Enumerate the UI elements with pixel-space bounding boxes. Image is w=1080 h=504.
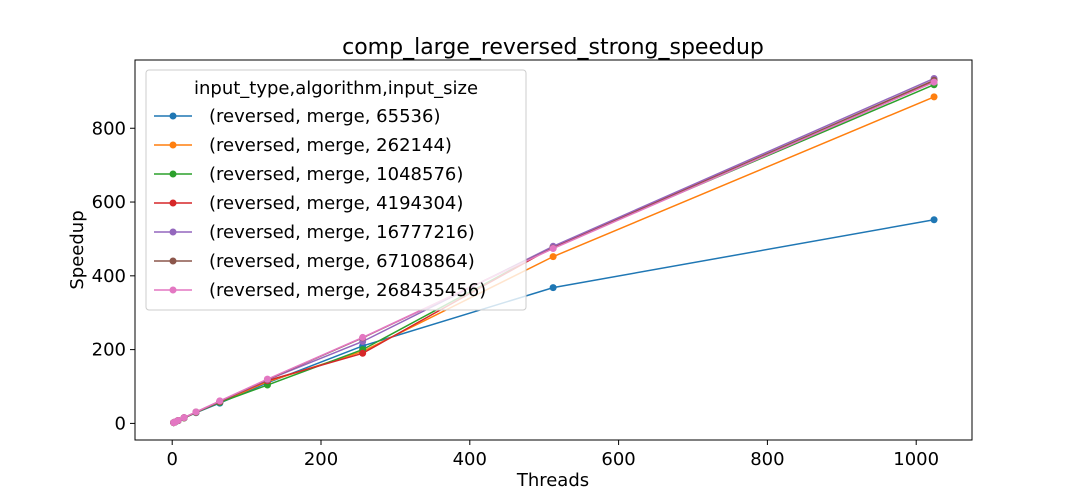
data-point [549,284,557,292]
legend-label: (reversed, merge, 16777216) [209,222,475,243]
legend-entry: (reversed, merge, 268435456) [154,280,486,301]
data-point [263,375,271,383]
y-tick-label: 0 [115,413,126,434]
legend-entry: (reversed, merge, 4194304) [154,193,463,214]
legend-label: (reversed, merge, 268435456) [209,280,486,301]
legend-entry: (reversed, merge, 1048576) [154,164,463,185]
data-point [549,245,557,253]
legend-entry: (reversed, merge, 16777216) [154,222,475,243]
data-point [359,349,367,357]
legend-label: (reversed, merge, 65536) [209,106,440,127]
x-tick-label: 1000 [893,449,939,470]
legend-entry: (reversed, merge, 67108864) [154,251,475,272]
x-axis: 0 200 400 600 800 1000 [166,440,939,470]
legend-swatch-marker [169,257,177,265]
legend-swatch-marker [169,141,177,149]
legend-swatch-marker [169,286,177,294]
data-point [174,416,182,424]
y-tick-label: 400 [92,266,126,287]
legend-label: (reversed, merge, 1048576) [209,164,463,185]
legend-entry: (reversed, merge, 65536) [154,106,440,127]
y-axis-label: Speedup [67,210,88,289]
x-tick-label: 600 [601,449,635,470]
y-tick-label: 600 [92,192,126,213]
x-tick-label: 0 [166,449,177,470]
y-tick-label: 800 [92,118,126,139]
data-point [930,78,938,86]
legend-box [145,69,527,311]
chart-title: comp_large_reversed_strong_speedup [342,35,764,60]
x-tick-label: 200 [304,449,338,470]
data-point [549,253,557,261]
legend-entries: (reversed, merge, 65536) (reversed, merge… [154,106,486,301]
legend-label: (reversed, merge, 262144) [209,135,452,156]
x-tick-label: 800 [750,449,784,470]
y-axis: 0 200 400 600 800 [92,118,135,434]
legend-swatch-marker [169,170,177,178]
legend-title: input_type,algorithm,input_size [194,78,478,99]
data-point [359,333,367,341]
y-tick-label: 200 [92,340,126,361]
legend-swatch-marker [169,228,177,236]
data-point [216,397,224,405]
data-point [930,93,938,101]
legend-label: (reversed, merge, 67108864) [209,251,475,272]
legend-swatch-marker [169,112,177,120]
data-point [180,414,188,422]
legend-entry: (reversed, merge, 262144) [154,135,452,156]
legend-swatch-marker [169,199,177,207]
x-axis-label: Threads [516,470,589,491]
legend-label: (reversed, merge, 4194304) [209,193,463,214]
plot-area-frame [134,59,973,441]
data-point [930,216,938,224]
data-point [192,408,200,416]
legend: input_type,algorithm,input_size (reverse… [145,69,527,311]
x-tick-label: 400 [453,449,487,470]
